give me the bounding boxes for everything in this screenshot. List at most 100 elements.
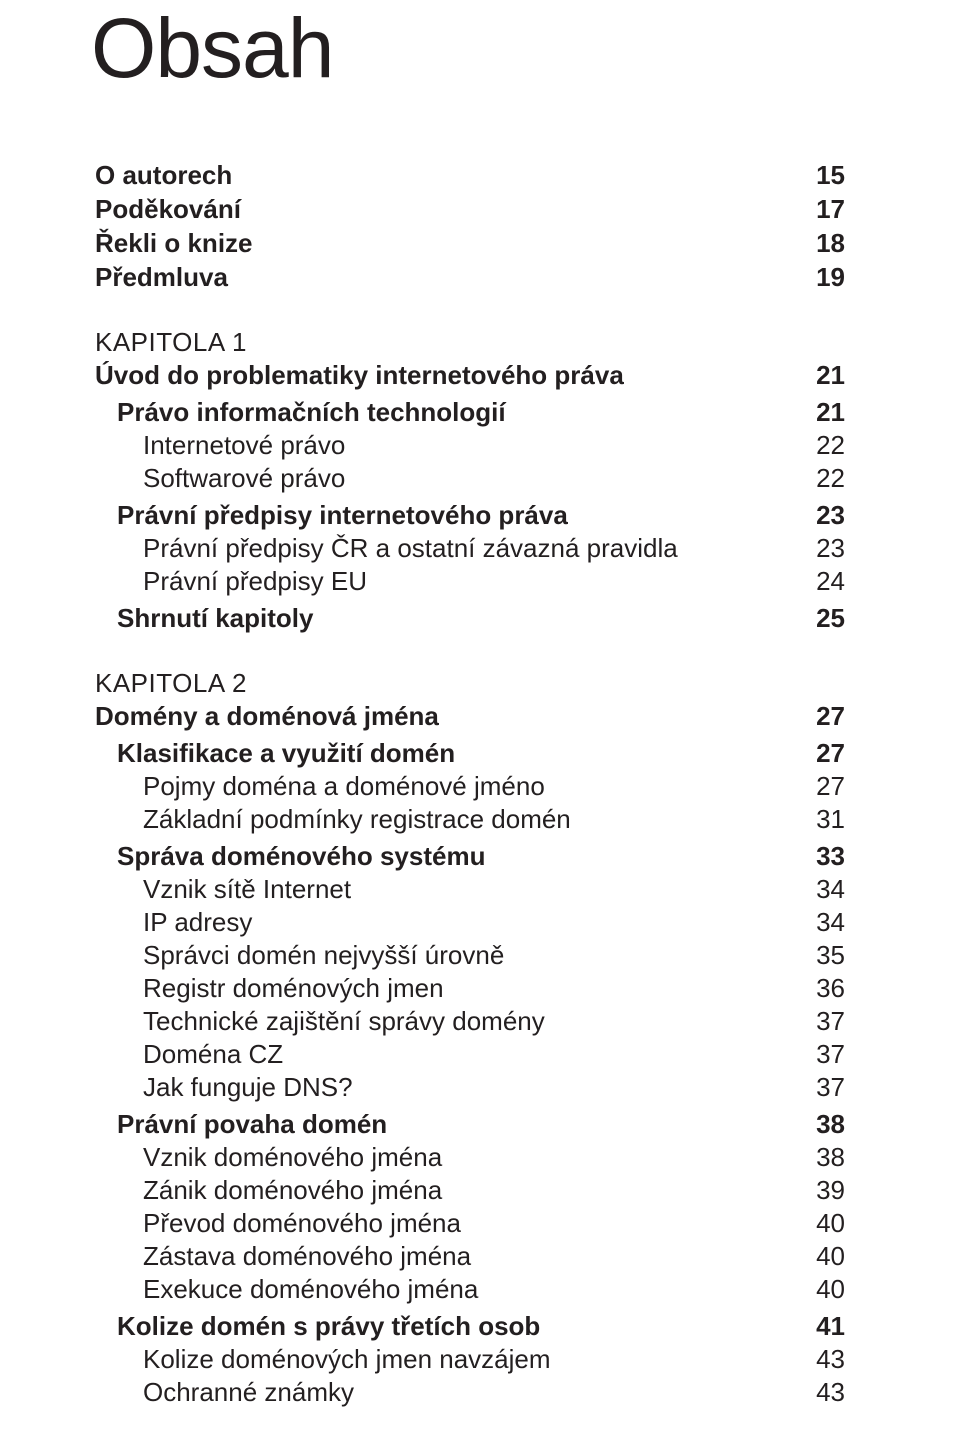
toc-page-num: 37 xyxy=(804,1039,845,1070)
toc-page-num: 23 xyxy=(804,533,845,564)
item-label: Zástava doménového jména xyxy=(143,1241,804,1272)
toc-page-num: 43 xyxy=(804,1344,845,1375)
section-label: Právo informačních technologií xyxy=(117,397,804,428)
section-row: Kolize domén s právy třetích osob41 xyxy=(117,1311,845,1342)
section-row: Klasifikace a využití domén27 xyxy=(117,738,845,769)
toc-page-num: 19 xyxy=(804,262,845,293)
chapter-title: Úvod do problematiky internetového práva xyxy=(95,360,804,391)
chapter-title-row: Domény a doménová jména27 xyxy=(95,701,845,732)
item-label: Softwarové právo xyxy=(143,463,804,494)
toc-page-num: 17 xyxy=(804,194,845,225)
front-row: Předmluva19 xyxy=(95,262,845,293)
item-label: Doména CZ xyxy=(143,1039,804,1070)
item-label: Základní podmínky registrace domén xyxy=(143,804,804,835)
chapter-title: Domény a doménová jména xyxy=(95,701,804,732)
toc-page-num: 23 xyxy=(804,500,845,531)
section-row: Shrnutí kapitoly25 xyxy=(117,603,845,634)
toc-page-num: 38 xyxy=(804,1109,845,1140)
item-label: Technické zajištění správy domény xyxy=(143,1006,804,1037)
toc-page-num: 41 xyxy=(804,1311,845,1342)
item-row: Internetové právo22 xyxy=(143,430,845,461)
item-row: Ochranné známky43 xyxy=(143,1377,845,1408)
toc-label: Předmluva xyxy=(95,262,804,293)
section-label: Právní předpisy internetového práva xyxy=(117,500,804,531)
toc-label: Poděkování xyxy=(95,194,804,225)
toc-page-num: 38 xyxy=(804,1142,845,1173)
section-row: Správa doménového systému33 xyxy=(117,841,845,872)
item-label: Vznik doménového jména xyxy=(143,1142,804,1173)
item-row: Zánik doménového jména39 xyxy=(143,1175,845,1206)
section-label: Správa doménového systému xyxy=(117,841,804,872)
toc-page-num: 21 xyxy=(804,397,845,428)
toc-page-num: 43 xyxy=(804,1377,845,1408)
front-row: O autorech15 xyxy=(95,160,845,191)
item-label: Internetové právo xyxy=(143,430,804,461)
toc-page-num: 40 xyxy=(804,1241,845,1272)
toc-page-num: 15 xyxy=(804,160,845,191)
item-label: Právní předpisy ČR a ostatní závazná pra… xyxy=(143,533,804,564)
toc-page: Obsah O autorech15 Poděkování17 Řekli o … xyxy=(0,0,960,1450)
chapter-label: KAPITOLA 1 xyxy=(95,327,845,358)
front-row: Poděkování17 xyxy=(95,194,845,225)
item-label: Kolize doménových jmen navzájem xyxy=(143,1344,804,1375)
toc-page-num: 21 xyxy=(804,360,845,391)
item-label: Pojmy doména a doménové jméno xyxy=(143,771,804,802)
item-row: Registr doménových jmen36 xyxy=(143,973,845,1004)
item-label: Správci domén nejvyšší úrovně xyxy=(143,940,804,971)
item-label: Jak funguje DNS? xyxy=(143,1072,804,1103)
item-row: Jak funguje DNS?37 xyxy=(143,1072,845,1103)
chapter-label: KAPITOLA 2 xyxy=(95,668,845,699)
page-title: Obsah xyxy=(91,0,845,90)
toc-page-num: 39 xyxy=(804,1175,845,1206)
item-row: Vznik doménového jména38 xyxy=(143,1142,845,1173)
toc-page-num: 22 xyxy=(804,430,845,461)
item-row: Kolize doménových jmen navzájem43 xyxy=(143,1344,845,1375)
toc-page-num: 25 xyxy=(804,603,845,634)
item-row: Exekuce doménového jména40 xyxy=(143,1274,845,1305)
toc-label: Řekli o knize xyxy=(95,228,804,259)
item-label: Vznik sítě Internet xyxy=(143,874,804,905)
item-row: Doména CZ37 xyxy=(143,1039,845,1070)
toc-page-num: 37 xyxy=(804,1072,845,1103)
item-label: Exekuce doménového jména xyxy=(143,1274,804,1305)
item-label: Ochranné známky xyxy=(143,1377,804,1408)
item-row: Právní předpisy ČR a ostatní závazná pra… xyxy=(143,533,845,564)
toc-page-num: 31 xyxy=(804,804,845,835)
toc-page-num: 34 xyxy=(804,907,845,938)
front-matter: O autorech15 Poděkování17 Řekli o knize1… xyxy=(95,160,845,293)
section-row: Právní povaha domén38 xyxy=(117,1109,845,1140)
section-label: Kolize domén s právy třetích osob xyxy=(117,1311,804,1342)
item-row: Převod doménového jména40 xyxy=(143,1208,845,1239)
item-label: Registr doménových jmen xyxy=(143,973,804,1004)
front-row: Řekli o knize18 xyxy=(95,228,845,259)
item-row: Softwarové právo22 xyxy=(143,463,845,494)
section-label: Shrnutí kapitoly xyxy=(117,603,804,634)
item-row: Pojmy doména a doménové jméno27 xyxy=(143,771,845,802)
item-label: Právní předpisy EU xyxy=(143,566,804,597)
toc-page-num: 35 xyxy=(804,940,845,971)
toc-page-num: 18 xyxy=(804,228,845,259)
toc-page-num: 34 xyxy=(804,874,845,905)
section-label: Právní povaha domén xyxy=(117,1109,804,1140)
section-row: Právo informačních technologií21 xyxy=(117,397,845,428)
item-row: Základní podmínky registrace domén31 xyxy=(143,804,845,835)
section-label: Klasifikace a využití domén xyxy=(117,738,804,769)
chapter-title-row: Úvod do problematiky internetového práva… xyxy=(95,360,845,391)
toc-page-num: 40 xyxy=(804,1208,845,1239)
item-label: IP adresy xyxy=(143,907,804,938)
item-row: Technické zajištění správy domény37 xyxy=(143,1006,845,1037)
item-row: Právní předpisy EU24 xyxy=(143,566,845,597)
item-row: IP adresy34 xyxy=(143,907,845,938)
toc-label: O autorech xyxy=(95,160,804,191)
item-label: Převod doménového jména xyxy=(143,1208,804,1239)
toc-page-num: 40 xyxy=(804,1274,845,1305)
toc-page-num: 27 xyxy=(804,771,845,802)
toc-page-num: 27 xyxy=(804,738,845,769)
toc-page-num: 36 xyxy=(804,973,845,1004)
toc-page-num: 37 xyxy=(804,1006,845,1037)
item-row: Vznik sítě Internet34 xyxy=(143,874,845,905)
item-label: Zánik doménového jména xyxy=(143,1175,804,1206)
section-row: Právní předpisy internetového práva23 xyxy=(117,500,845,531)
toc-page-num: 33 xyxy=(804,841,845,872)
item-row: Zástava doménového jména40 xyxy=(143,1241,845,1272)
